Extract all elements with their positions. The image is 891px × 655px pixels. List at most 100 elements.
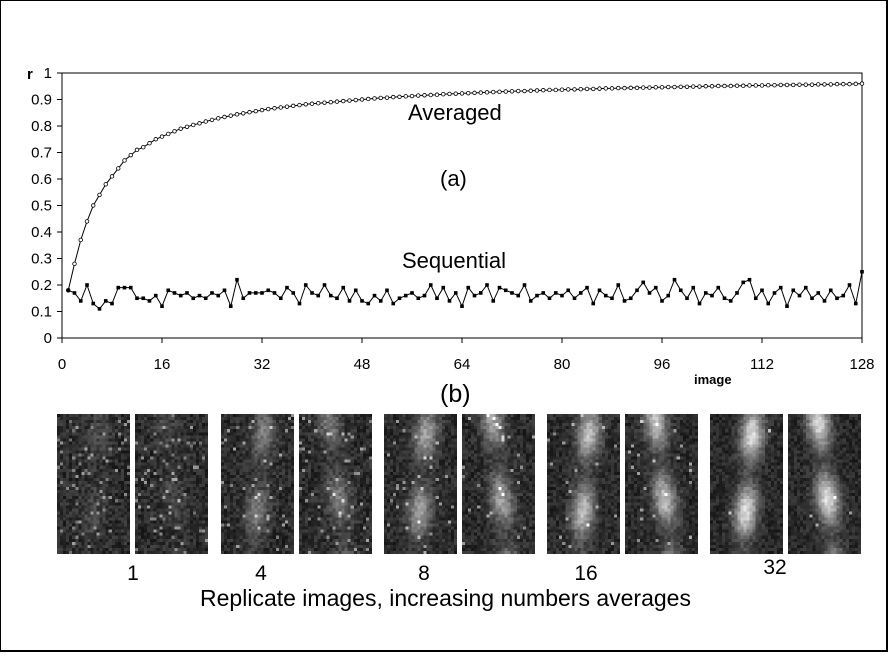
data-point-sequential [385,288,389,293]
x-tick-label: 32 [254,356,271,373]
x-tick-label: 96 [654,356,671,373]
replicate-image [384,414,457,554]
data-point-sequential [697,301,702,306]
data-point-averaged [541,88,546,93]
data-point-sequential [822,299,827,303]
data-point-sequential [585,285,589,290]
data-point-averaged [228,113,233,118]
data-point-averaged [534,88,540,93]
data-point-averaged [78,237,83,243]
data-point-sequential [335,296,339,301]
data-point-averaged [641,85,646,90]
data-point-averaged [797,82,802,87]
data-point-sequential [528,299,533,303]
data-point-sequential [728,299,733,303]
data-point-sequential [722,296,727,301]
data-point-sequential [122,285,127,290]
data-point-sequential [716,285,721,290]
data-point-averaged [716,83,721,89]
data-point-averaged [234,112,240,117]
data-point-sequential [672,277,677,282]
data-point-averaged [416,93,421,98]
data-point-sequential [491,299,496,303]
data-point-sequential [510,291,514,295]
data-point-averaged [666,84,671,90]
data-point-sequential [216,293,221,298]
data-point-sequential [66,288,71,293]
replicate-image-pixels [710,414,783,554]
data-point-averaged [659,85,665,90]
y-tick-label: 1 [44,65,52,82]
data-point-averaged [316,101,321,106]
data-point-sequential [397,296,402,301]
data-point-sequential [328,293,333,298]
data-point-averaged [597,86,602,91]
data-point-sequential [422,293,427,298]
data-point-averaged [841,81,846,87]
data-point-averaged [572,87,577,92]
data-point-averaged [691,84,696,89]
data-point-sequential [178,293,183,298]
data-point-sequential [147,299,152,303]
data-point-averaged [647,85,652,90]
y-tick-label: 0.2 [31,277,52,294]
y-tick-label: 0 [44,330,52,347]
data-point-averaged [428,92,433,98]
x-axis-label: image [694,372,732,387]
data-point-averaged [209,117,215,123]
data-point-sequential [278,296,283,301]
data-point-averaged [472,90,477,96]
data-point-averaged [341,98,346,104]
data-point-sequential [860,269,864,274]
data-point-averaged [216,116,221,121]
replicate-image [221,414,294,554]
data-point-sequential [497,285,502,290]
data-point-averaged [722,83,727,89]
data-point-sequential [416,296,421,301]
data-point-sequential [641,280,646,285]
data-point-averaged [222,114,227,120]
data-point-sequential [753,296,758,301]
data-point-averaged [766,82,771,88]
data-point-averaged [259,107,265,113]
replicate-image [547,414,620,554]
data-point-averaged [366,96,371,102]
data-point-averaged [166,131,171,137]
data-point-sequential [241,296,246,301]
data-point-averaged [634,85,640,91]
data-point-sequential [353,288,358,293]
data-point-averaged [584,86,590,92]
data-point-averaged [803,82,808,87]
data-point-sequential [778,285,783,290]
data-point-sequential [647,291,652,295]
data-point-sequential [478,291,483,295]
data-point-sequential [591,301,596,306]
y-tick-label: 0.4 [31,224,52,241]
data-point-sequential [97,307,102,311]
replicate-count-label: 16 [574,562,598,585]
data-point-sequential [547,296,552,301]
data-point-sequential [610,296,614,301]
data-point-averaged [134,147,140,153]
series-line-sequential [68,271,863,310]
replicate-image-pixels [299,414,372,554]
data-point-averaged [147,141,152,146]
data-point-sequential [747,277,752,282]
data-point-sequential [622,299,627,303]
data-point-sequential [210,291,214,295]
data-point-sequential [197,293,202,298]
data-point-sequential [191,296,196,301]
data-point-sequential [635,288,639,293]
data-point-sequential [503,288,508,293]
data-point-sequential [235,277,239,282]
data-point-sequential [522,283,527,287]
data-point-sequential [91,301,96,306]
data-point-sequential [560,293,564,298]
data-point-averaged [322,100,327,105]
data-point-sequential [566,288,571,293]
data-point-averaged [353,97,358,103]
replicate-image [135,414,208,554]
data-point-sequential [72,291,77,295]
data-point-averaged [672,84,677,90]
data-point-averaged [809,82,815,87]
